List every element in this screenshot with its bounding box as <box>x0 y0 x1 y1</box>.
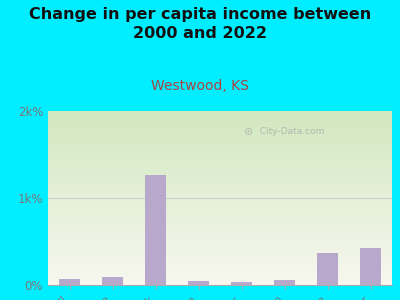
Bar <box>360 248 381 285</box>
Bar <box>59 279 80 285</box>
Bar <box>145 175 166 285</box>
Bar <box>317 253 338 285</box>
Text: Change in per capita income between
2000 and 2022: Change in per capita income between 2000… <box>29 8 371 41</box>
Bar <box>274 280 295 285</box>
Text: ⊛: ⊛ <box>244 127 254 137</box>
Text: City-Data.com: City-Data.com <box>254 128 325 136</box>
Text: Westwood, KS: Westwood, KS <box>151 80 249 94</box>
Bar <box>188 281 209 285</box>
Bar <box>102 277 123 285</box>
Bar <box>231 282 252 285</box>
